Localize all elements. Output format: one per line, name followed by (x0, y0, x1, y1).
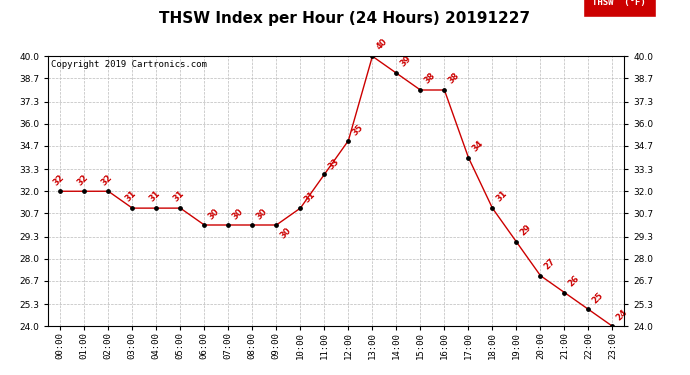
Point (463, 154, 474, 160)
Point (415, 87, 426, 93)
Text: 32: 32 (52, 172, 66, 187)
Point (247, 222, 258, 228)
Text: 30: 30 (206, 207, 221, 222)
Text: 30: 30 (255, 207, 269, 222)
Point (583, 306, 594, 312)
Text: 35: 35 (351, 123, 365, 137)
Point (127, 205, 138, 211)
Point (151, 205, 162, 211)
Text: 27: 27 (542, 257, 557, 272)
Text: THSW  (°F): THSW (°F) (593, 0, 646, 8)
Point (535, 273, 546, 279)
Point (271, 222, 282, 228)
Point (103, 188, 114, 194)
Text: 30: 30 (230, 207, 245, 222)
Point (199, 222, 210, 228)
Point (79, 188, 90, 194)
Text: 26: 26 (566, 274, 581, 288)
Point (55, 188, 66, 194)
Text: 29: 29 (518, 223, 533, 238)
Text: 33: 33 (326, 156, 341, 171)
Point (343, 138, 354, 144)
Text: 40: 40 (374, 37, 389, 51)
Text: 32: 32 (76, 172, 90, 187)
Point (223, 222, 234, 228)
Text: 31: 31 (148, 189, 163, 204)
Text: 25: 25 (591, 291, 605, 305)
Text: 31: 31 (302, 190, 317, 205)
Text: Copyright 2019 Cartronics.com: Copyright 2019 Cartronics.com (51, 60, 207, 69)
Text: 34: 34 (471, 139, 485, 153)
Point (367, 53, 378, 59)
Point (391, 70, 402, 76)
Text: 31: 31 (124, 189, 139, 204)
Text: THSW Index per Hour (24 Hours) 20191227: THSW Index per Hour (24 Hours) 20191227 (159, 11, 531, 26)
Text: 31: 31 (172, 189, 186, 204)
Text: 30: 30 (278, 226, 293, 240)
Point (319, 171, 330, 177)
Point (511, 239, 522, 245)
Text: 39: 39 (398, 54, 413, 69)
Point (607, 323, 618, 329)
Text: 31: 31 (494, 189, 509, 204)
Point (439, 87, 450, 93)
Point (295, 205, 306, 211)
Text: 32: 32 (100, 172, 115, 187)
Text: 38: 38 (446, 71, 461, 86)
Point (175, 205, 186, 211)
Point (487, 205, 498, 211)
Point (559, 290, 570, 296)
Text: 38: 38 (422, 71, 437, 86)
Text: 24: 24 (614, 308, 629, 322)
